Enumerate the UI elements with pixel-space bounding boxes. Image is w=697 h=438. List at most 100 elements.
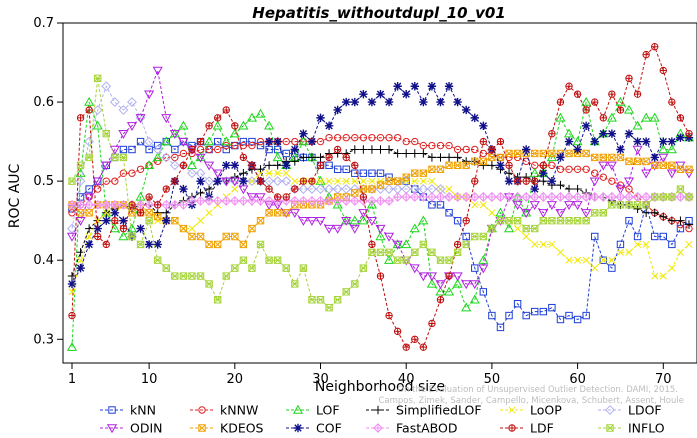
data-point-odin: [589, 177, 600, 187]
data-point-kdeos: [222, 232, 230, 241]
data-point-loop: [342, 177, 350, 185]
series-line-ldof: [71, 85, 689, 229]
data-point-kdeos: [256, 216, 265, 225]
data-point-simplifiedlof: [444, 153, 454, 162]
data-point-knn: [222, 145, 230, 154]
data-point-ldf: [205, 122, 213, 130]
data-point-odin: [84, 193, 95, 203]
data-point-cof: [573, 145, 582, 154]
data-point-fastabod: [641, 192, 652, 202]
data-point-inflo: [316, 296, 325, 304]
data-point-knnw: [376, 133, 385, 142]
data-point-inflo: [265, 256, 273, 264]
data-point-fastabod: [75, 199, 86, 210]
data-point-fastabod: [161, 199, 172, 210]
data-point-ldof: [204, 176, 215, 187]
data-point-knn: [171, 145, 179, 154]
data-point-ldf: [171, 177, 179, 185]
data-point-kdeos: [462, 161, 470, 170]
data-point-knn: [351, 169, 359, 177]
data-point-ldf: [179, 161, 188, 170]
data-point-ldf: [162, 185, 170, 193]
data-point-ldof: [84, 136, 95, 147]
credit-line-1: On the Evaluation of Unsupervised Outlie…: [397, 385, 678, 395]
data-point-cof: [616, 145, 625, 154]
data-point-knnw: [359, 133, 368, 142]
data-point-loop: [539, 240, 547, 248]
data-point-odin: [135, 114, 146, 124]
data-point-odin: [632, 145, 643, 155]
data-point-cof: [496, 161, 505, 170]
data-point-kdeos: [205, 240, 213, 249]
data-point-loop: [359, 177, 367, 185]
data-point-inflo: [573, 216, 582, 225]
data-point-kdeos: [479, 157, 488, 166]
data-point-fastabod: [178, 199, 189, 210]
data-point-fastabod: [512, 192, 523, 202]
data-point-inflo: [582, 216, 590, 225]
data-point-inflo: [256, 240, 265, 249]
data-point-fastabod: [529, 192, 540, 202]
data-point-knnw: [445, 141, 453, 150]
data-point-simplifiedlof: [479, 161, 488, 170]
data-point-knnw: [111, 177, 119, 185]
data-point-ldf: [565, 82, 573, 90]
data-point-knn: [488, 311, 496, 320]
data-point-inflo: [359, 264, 368, 272]
data-point-lof: [503, 223, 515, 233]
data-point-ldf: [333, 145, 342, 154]
data-point-cof: [393, 82, 402, 91]
data-point-lof: [529, 168, 540, 177]
data-point-knn: [119, 145, 128, 154]
data-point-kdeos: [642, 157, 650, 166]
data-point-fastabod: [452, 192, 463, 202]
data-point-lof: [238, 120, 249, 130]
data-point-knnw: [325, 133, 333, 142]
data-point-ldof: [238, 176, 249, 187]
data-point-fastabod: [581, 192, 592, 202]
data-point-ldof: [384, 184, 394, 194]
data-point-simplifiedlof: [564, 184, 574, 194]
data-point-odin: [332, 224, 343, 234]
data-point-simplifiedlof: [633, 204, 642, 214]
data-point-cof: [444, 82, 454, 91]
data-point-inflo: [162, 264, 170, 272]
data-point-simplifiedlof: [659, 212, 668, 221]
data-point-fastabod: [238, 195, 249, 206]
data-point-cof: [641, 137, 651, 146]
y-tick-label: 0.5: [33, 174, 54, 189]
data-point-ldf: [376, 272, 385, 280]
data-point-cof: [342, 97, 351, 107]
data-point-kdeos: [188, 232, 196, 241]
data-point-ldf: [94, 232, 102, 241]
legend-item-fastabod: FastABOD: [366, 421, 458, 436]
data-point-ldof: [169, 160, 180, 171]
legend-label-lof: LOF: [316, 403, 340, 418]
data-point-ldof: [161, 152, 172, 163]
data-point-odin: [658, 153, 669, 163]
legend-item-knn: kNN: [100, 403, 156, 418]
data-point-kdeos: [496, 153, 505, 162]
data-point-simplifiedlof: [290, 157, 300, 166]
data-point-ldf: [676, 114, 685, 122]
data-point-inflo: [239, 256, 248, 264]
data-point-simplifiedlof: [367, 145, 377, 154]
data-point-cof: [367, 97, 377, 107]
data-point-odin: [392, 240, 403, 250]
data-point-inflo: [145, 216, 153, 225]
data-point-fastabod: [572, 192, 583, 202]
data-point-loop: [574, 256, 582, 264]
data-point-lof: [204, 136, 215, 146]
data-point-fastabod: [264, 195, 275, 206]
data-point-cof: [384, 97, 394, 107]
data-point-loop: [428, 177, 436, 185]
data-point-odin: [598, 161, 609, 171]
data-point-knnw: [573, 165, 582, 173]
series-odin: [66, 66, 695, 290]
legend-item-simplifiedlof: SimplifiedLOF: [366, 403, 482, 418]
data-point-simplifiedlof: [384, 145, 394, 154]
data-point-inflo: [556, 216, 565, 225]
data-point-fastabod: [375, 195, 386, 206]
data-point-fastabod: [392, 192, 403, 202]
data-point-odin: [461, 280, 472, 290]
